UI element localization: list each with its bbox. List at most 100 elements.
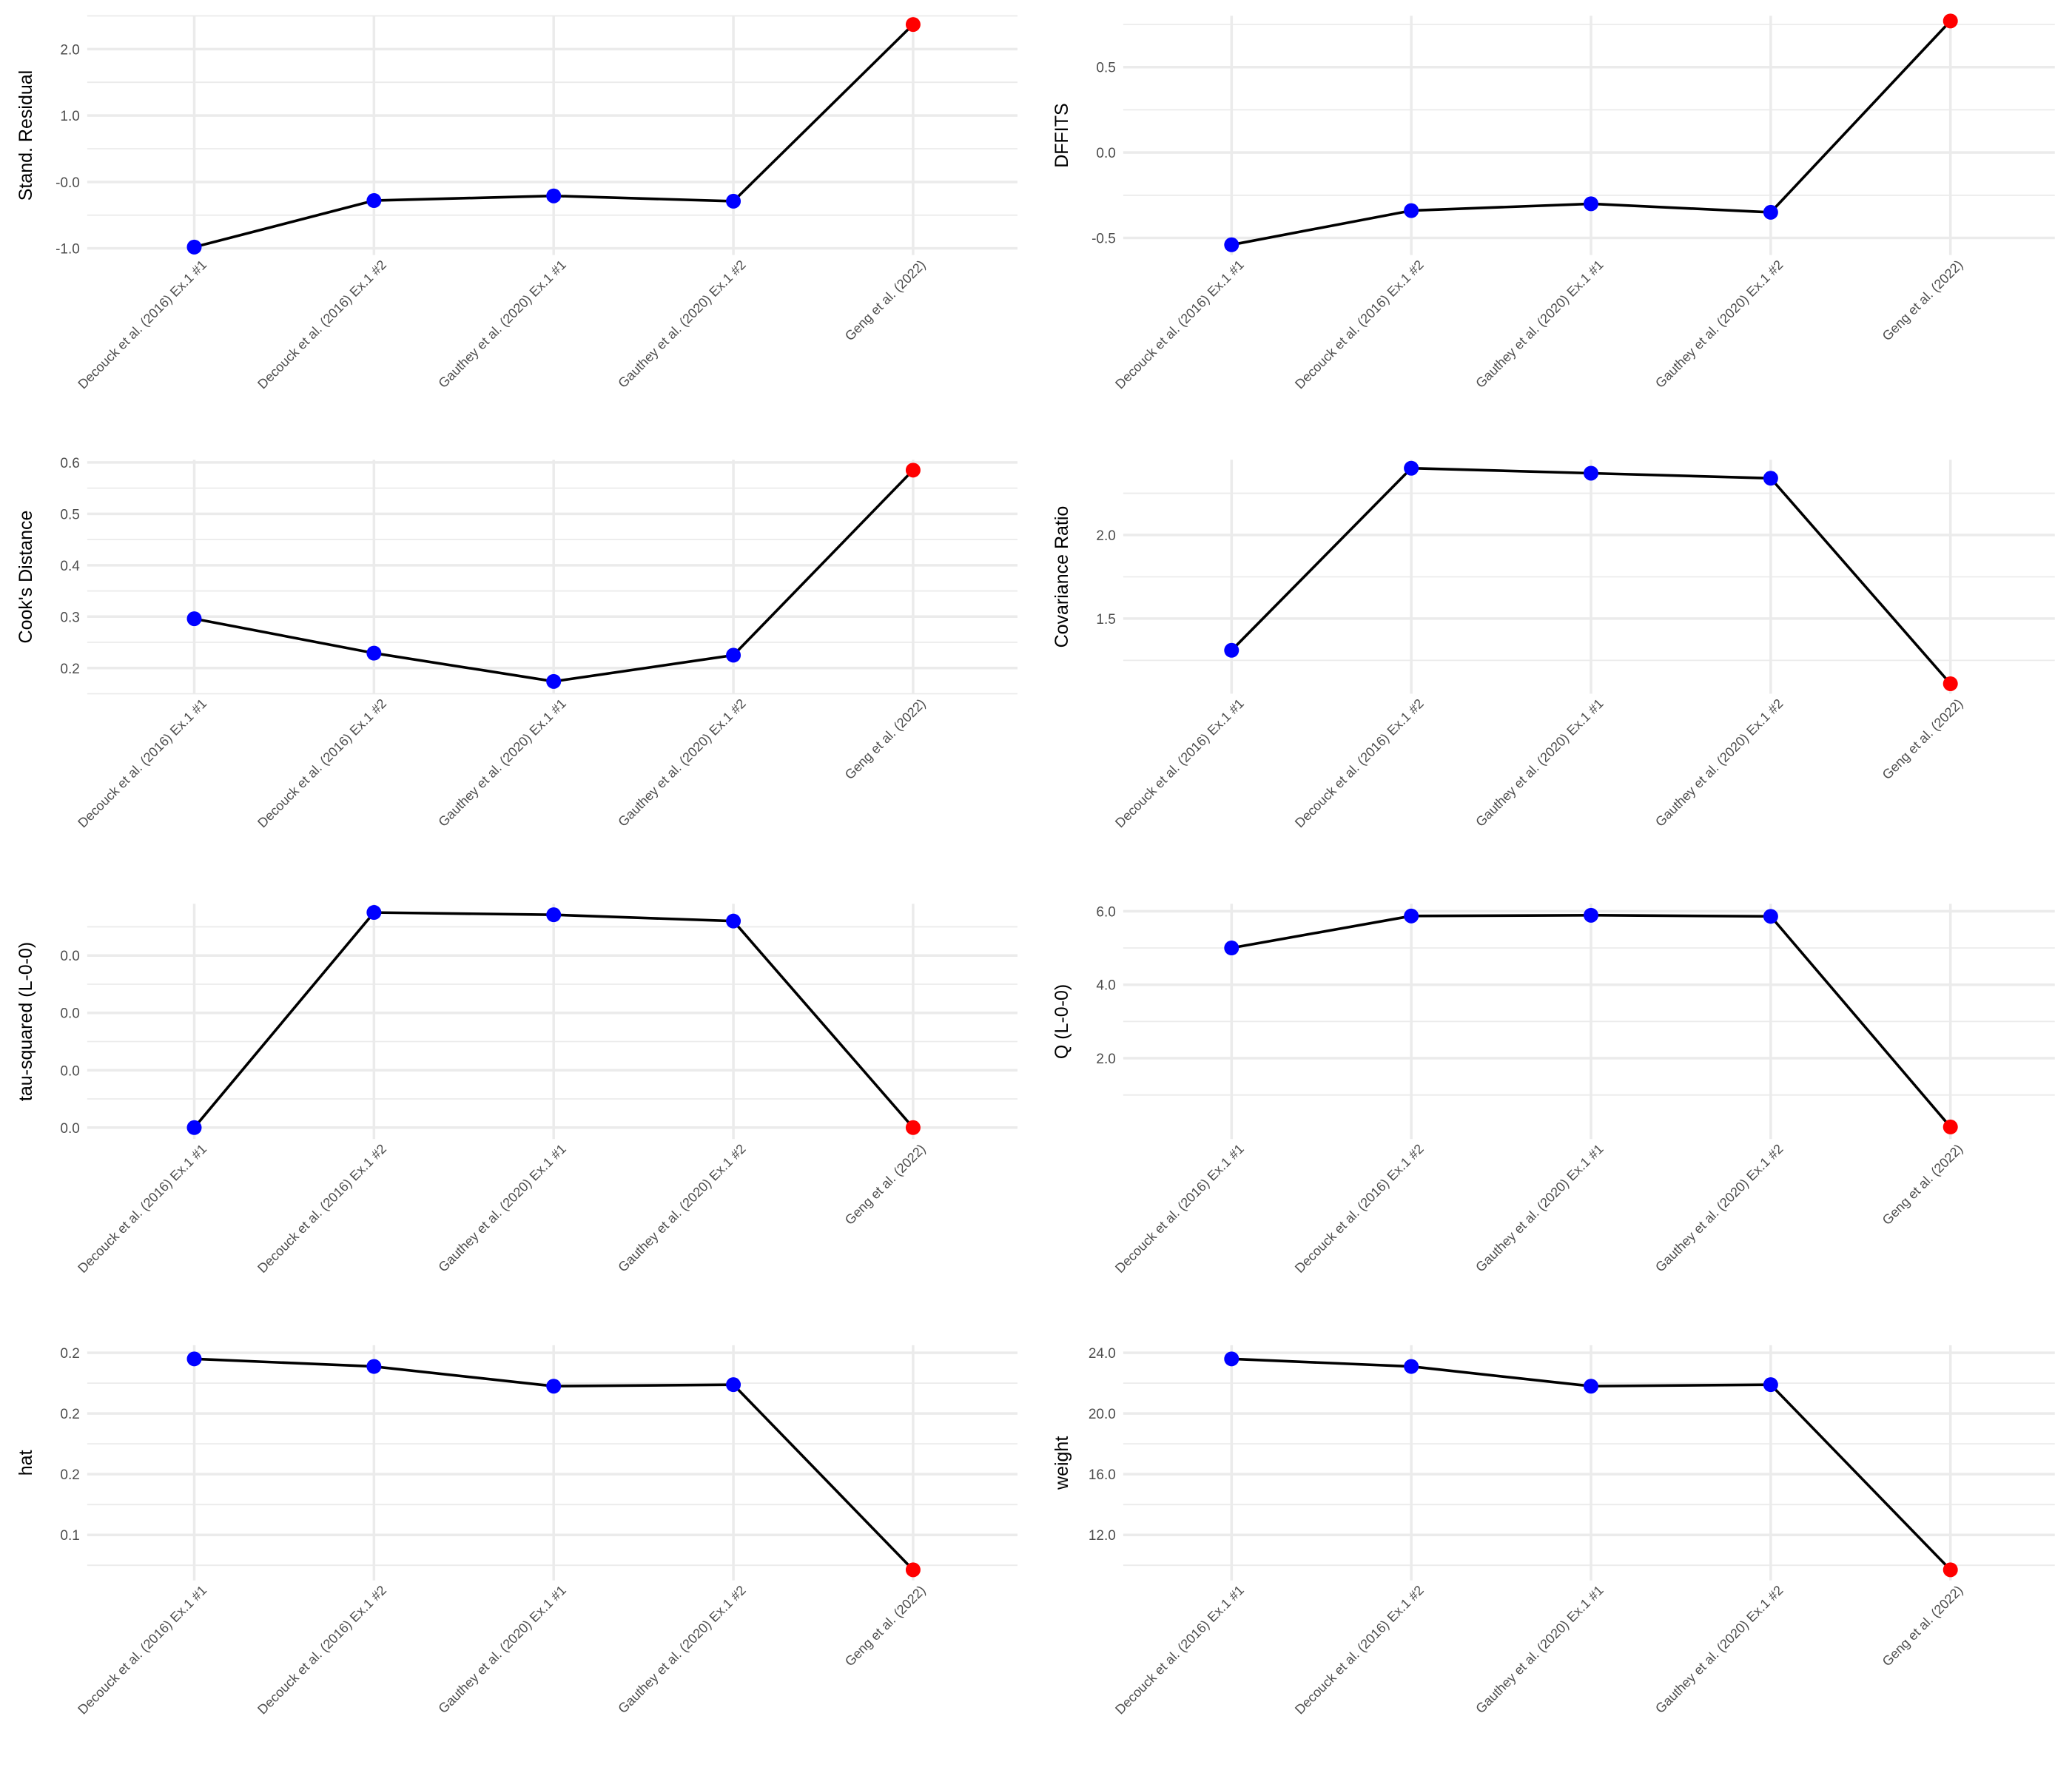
x-tick-label: Decouck et al. (2016) Ex.1 #1 <box>75 696 209 831</box>
data-point <box>366 1359 382 1374</box>
data-point <box>1404 1359 1419 1374</box>
data-point <box>546 907 562 923</box>
y-tick-label: 2.0 <box>60 42 79 58</box>
y-tick-label: 0.6 <box>60 456 79 471</box>
data-point <box>1942 1562 1958 1578</box>
x-tick-label: Gauthey et al. (2020) Ex.1 #2 <box>1652 696 1786 829</box>
y-axis-title: Q (L-0-0) <box>1052 984 1072 1059</box>
data-point <box>186 239 202 255</box>
x-tick-label: Gauthey et al. (2020) Ex.1 #2 <box>1652 258 1786 391</box>
data-point <box>726 913 741 929</box>
x-tick-label: Gauthey et al. (2020) Ex.1 #2 <box>615 1583 748 1716</box>
x-tick-label: Gauthey et al. (2020) Ex.1 #1 <box>1473 1141 1606 1274</box>
x-tick-label: Gauthey et al. (2020) Ex.1 #2 <box>615 258 748 391</box>
x-tick-label: Decouck et al. (2016) Ex.1 #1 <box>1112 696 1247 830</box>
panel-cook-s-distance: 0.2 0.3 0.4 0.5 0.6 Decouck et al. (2016) Ex.… <box>16 456 1018 830</box>
y-tick-label: 0.1 <box>60 1528 79 1544</box>
x-tick-label: Geng et al. (2022) <box>842 696 929 782</box>
x-tick-label: Gauthey et al. (2020) Ex.1 #1 <box>435 1141 568 1274</box>
data-point <box>726 193 741 209</box>
panel-tau-squared-l-0-0: 0.0 0.0 0.0 0.0 Decouck et al. (2016) Ex.1 #… <box>16 904 1018 1276</box>
y-tick-label: 4.0 <box>1096 978 1115 994</box>
y-tick-label: 6.0 <box>1096 904 1115 920</box>
x-tick-label: Gauthey et al. (2020) Ex.1 #1 <box>1473 258 1606 391</box>
y-tick-label: 2.0 <box>1096 528 1115 544</box>
data-point <box>905 1120 921 1135</box>
data-point <box>366 193 382 209</box>
data-point <box>726 648 741 663</box>
data-point <box>546 188 562 204</box>
y-tick-label: -0.5 <box>1092 232 1116 247</box>
y-axis-title: tau-squared (L-0-0) <box>16 942 36 1101</box>
y-tick-label: 0.3 <box>60 610 79 625</box>
x-tick-label: Gauthey et al. (2020) Ex.1 #2 <box>1652 1583 1786 1716</box>
y-axis-title: Stand. Residual <box>16 70 36 201</box>
x-tick-label: Gauthey et al. (2020) Ex.1 #1 <box>1473 1583 1606 1716</box>
data-point <box>1224 941 1240 956</box>
x-tick-label: Decouck et al. (2016) Ex.1 #1 <box>75 1583 209 1718</box>
data-point <box>1763 471 1778 486</box>
y-tick-label: 0.2 <box>60 1346 79 1362</box>
y-tick-label: 0.5 <box>1096 61 1115 76</box>
data-point <box>905 1562 921 1578</box>
panel-q-l-0-0: 2.0 4.0 6.0 Decouck et al. (2016) Ex.1 #1 De… <box>1052 904 2055 1276</box>
y-tick-label: 16.0 <box>1089 1467 1116 1483</box>
data-point <box>186 1120 202 1135</box>
data-point <box>186 1351 202 1367</box>
x-tick-label: Decouck et al. (2016) Ex.1 #2 <box>255 1583 389 1718</box>
y-tick-label: 24.0 <box>1089 1346 1116 1362</box>
y-tick-label: -1.0 <box>56 242 80 258</box>
x-tick-label: Decouck et al. (2016) Ex.1 #2 <box>1292 1583 1427 1718</box>
data-point <box>905 17 921 33</box>
x-tick-label: Geng et al. (2022) <box>842 1141 929 1228</box>
x-tick-label: Gauthey et al. (2020) Ex.1 #1 <box>435 696 568 829</box>
data-point <box>1404 460 1419 476</box>
y-tick-label: 0.0 <box>60 949 79 964</box>
y-tick-label: 0.0 <box>60 1121 79 1137</box>
y-tick-label: 0.0 <box>60 1006 79 1022</box>
y-tick-label: 12.0 <box>1089 1528 1116 1544</box>
y-tick-label: 0.4 <box>60 559 80 574</box>
x-tick-label: Geng et al. (2022) <box>1880 1141 1966 1228</box>
data-point <box>726 1377 741 1393</box>
y-axis-title: hat <box>16 1450 36 1476</box>
y-tick-label: 0.2 <box>60 1467 79 1483</box>
panel-covariance-ratio: 1.5 2.0 Decouck et al. (2016) Ex.1 #1 Decou… <box>1052 460 2055 830</box>
x-tick-label: Gauthey et al. (2020) Ex.1 #1 <box>1473 696 1606 830</box>
x-tick-label: Decouck et al. (2016) Ex.1 #2 <box>255 1141 389 1276</box>
panel-weight: 12.0 16.0 20.0 24.0 Decouck et al. (2016) Ex… <box>1052 1345 2055 1718</box>
x-tick-label: Decouck et al. (2016) Ex.1 #2 <box>255 258 389 392</box>
panel-hat: 0.1 0.2 0.2 0.2 Decouck et al. (2016) Ex.1 #… <box>16 1345 1018 1718</box>
data-point <box>1584 907 1598 923</box>
data-point <box>1584 196 1598 212</box>
x-tick-label: Gauthey et al. (2020) Ex.1 #2 <box>615 696 748 829</box>
data-point <box>1763 204 1778 220</box>
x-tick-label: Decouck et al. (2016) Ex.1 #2 <box>255 696 389 830</box>
data-point <box>546 673 562 689</box>
x-tick-label: Geng et al. (2022) <box>1880 1583 1966 1669</box>
data-point <box>1763 909 1778 924</box>
y-tick-label: 20.0 <box>1089 1407 1116 1422</box>
data-point <box>1942 13 1958 29</box>
x-tick-label: Decouck et al. (2016) Ex.1 #2 <box>1292 696 1427 830</box>
x-tick-label: Decouck et al. (2016) Ex.1 #2 <box>1292 1141 1427 1276</box>
y-tick-label: -0.0 <box>56 175 80 191</box>
x-tick-label: Geng et al. (2022) <box>842 1583 929 1669</box>
y-tick-label: 0.5 <box>60 507 79 522</box>
x-tick-label: Decouck et al. (2016) Ex.1 #2 <box>1292 258 1427 392</box>
x-tick-label: Geng et al. (2022) <box>842 258 929 344</box>
x-tick-label: Decouck et al. (2016) Ex.1 #1 <box>1112 1583 1247 1718</box>
x-tick-label: Gauthey et al. (2020) Ex.1 #2 <box>1652 1141 1786 1274</box>
data-point <box>1224 1351 1240 1367</box>
y-axis-title: weight <box>1052 1436 1072 1490</box>
panel-stand-residual: -1.0 -0.0 1.0 2.0 Decouck et al. (2016) Ex.1… <box>16 15 1018 392</box>
x-tick-label: Gauthey et al. (2020) Ex.1 #1 <box>436 258 569 391</box>
data-point <box>1224 237 1240 252</box>
y-tick-label: 0.2 <box>60 1407 79 1422</box>
y-tick-label: 0.0 <box>60 1063 79 1079</box>
data-point <box>1763 1377 1778 1393</box>
data-point <box>1404 203 1419 218</box>
x-tick-label: Geng et al. (2022) <box>1880 258 1966 344</box>
x-tick-label: Decouck et al. (2016) Ex.1 #1 <box>75 258 209 392</box>
